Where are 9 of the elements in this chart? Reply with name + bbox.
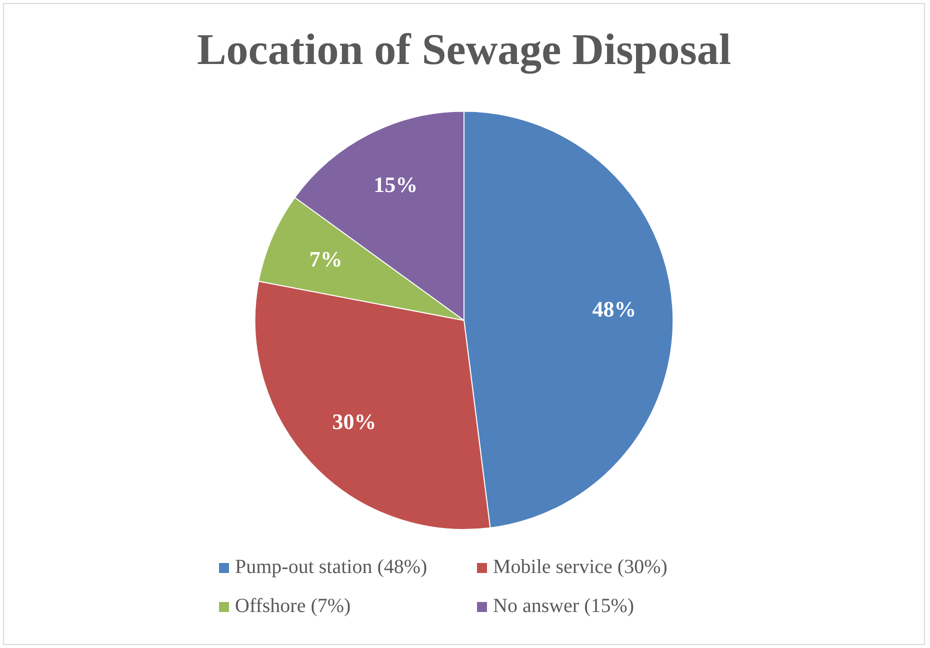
chart-title: Location of Sewage Disposal bbox=[196, 24, 732, 74]
data-label: 15% bbox=[374, 172, 418, 197]
legend-label: Pump-out station (48%) bbox=[235, 556, 428, 579]
data-label: 48% bbox=[592, 296, 636, 322]
legend-label: Offshore (7%) bbox=[235, 595, 351, 618]
legend-label: No answer (15%) bbox=[493, 595, 634, 618]
legend-label: Mobile service (30%) bbox=[493, 556, 668, 579]
data-label: 30% bbox=[332, 409, 376, 434]
data-label: 7% bbox=[309, 246, 342, 272]
